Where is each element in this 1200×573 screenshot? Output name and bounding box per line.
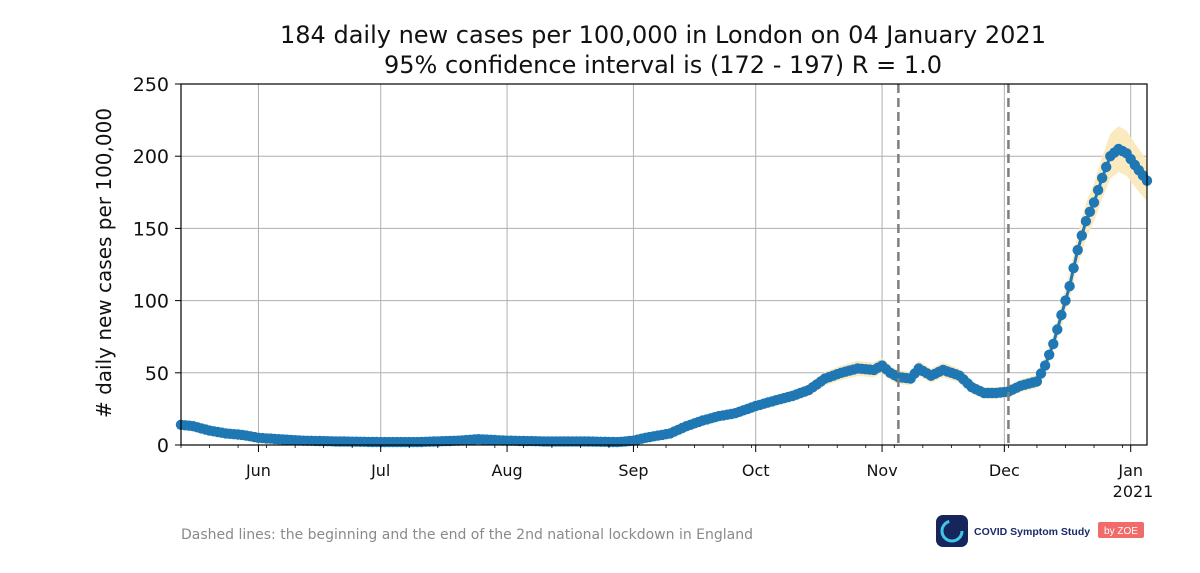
covid-symptom-study-logo: COVID Symptom Study by ZOE (936, 515, 1144, 547)
data-point (1048, 338, 1059, 350)
data-point (1035, 368, 1047, 379)
logo-text: COVID Symptom Study (974, 526, 1090, 538)
data-point (1044, 349, 1055, 360)
y-axis-label: # daily new cases per 100,000 (92, 108, 116, 418)
data-point (1080, 216, 1092, 227)
chart-subtitle: 95% confidence interval is (172 - 197) R… (384, 51, 942, 79)
data-point (1052, 324, 1063, 335)
y-tick-label: 50 (145, 363, 169, 385)
data-point (1060, 295, 1071, 306)
data-point (1031, 376, 1043, 387)
x-tick-label: Jun (245, 461, 271, 480)
y-tick-label: 150 (133, 218, 169, 240)
y-ticks: 0 50 100 150 200 250 (133, 74, 181, 457)
x-tick-label: Dec (989, 461, 1020, 480)
data-point (1097, 172, 1108, 184)
x-ticks: Jun Jul Aug Sep Oct Nov Dec Jan (180, 445, 1143, 480)
y-tick-label: 250 (133, 74, 169, 96)
x-tick-label: Jul (370, 461, 390, 480)
data-point (1084, 206, 1096, 217)
data-point (1092, 184, 1104, 196)
y-tick-label: 100 (133, 291, 169, 313)
footer-note: Dashed lines: the beginning and the end … (181, 527, 753, 543)
cases-series (175, 143, 1153, 448)
data-point (1068, 262, 1079, 274)
x-tick-label: Sep (618, 461, 648, 480)
data-point (1039, 360, 1051, 371)
logo-badge-text: by ZOE (1104, 526, 1138, 537)
logo-badge (1098, 522, 1144, 538)
y-tick-label: 0 (157, 435, 169, 457)
y-tick-label: 200 (133, 146, 169, 168)
data-point (1056, 309, 1067, 321)
logo-ring-icon (940, 519, 964, 543)
lockdown-lines (897, 84, 1010, 445)
data-point (1076, 230, 1088, 241)
data-point (1072, 244, 1083, 256)
x-tick-year: 2021 (1113, 482, 1154, 501)
x-tick-label: Oct (742, 461, 770, 480)
x-tick-label: Jan (1117, 461, 1143, 480)
data-point (1088, 197, 1100, 208)
plot-frame (180, 83, 1148, 446)
x-tick-label: Nov (866, 461, 897, 480)
x-tick-label: Aug (491, 461, 522, 480)
data-point (1101, 161, 1112, 173)
data-point (1064, 281, 1075, 292)
chart-title: 184 daily new cases per 100,000 in Londo… (280, 21, 1046, 49)
